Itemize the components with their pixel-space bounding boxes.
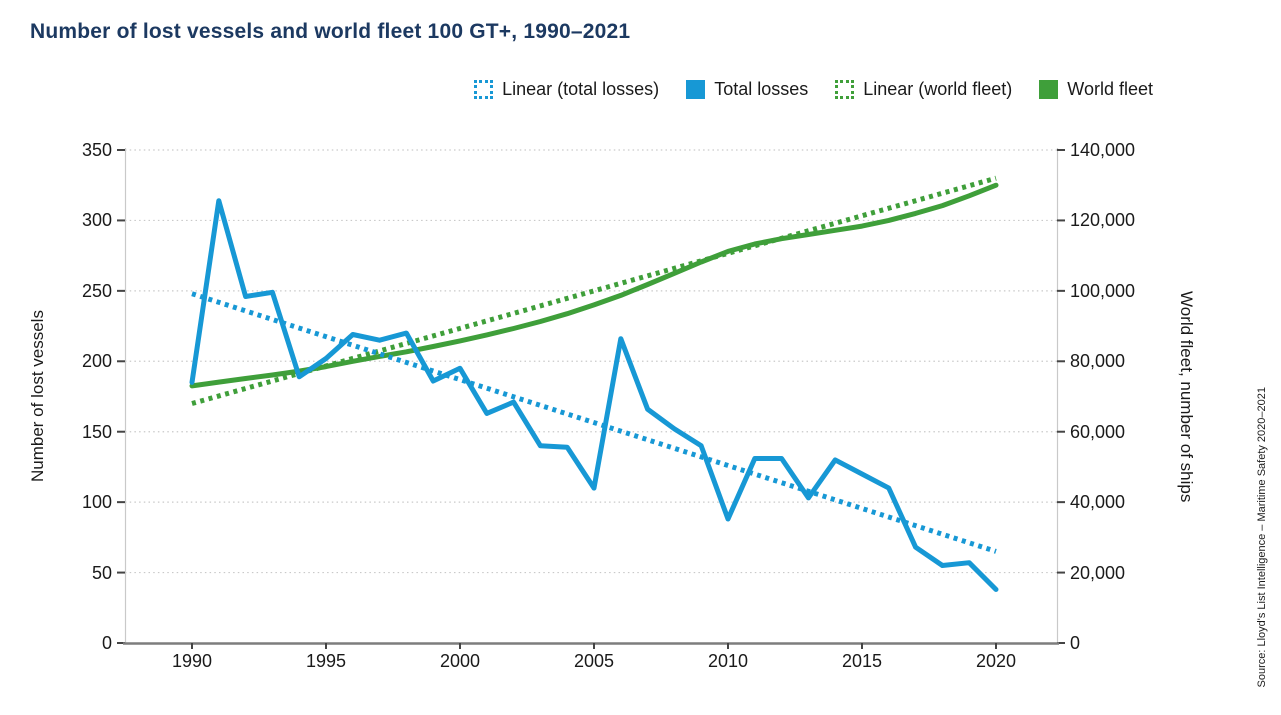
legend-item-total-losses: Total losses bbox=[686, 79, 808, 100]
x-axis-tick-label: 2000 bbox=[439, 651, 481, 671]
right-axis-tick-label: 60,000 bbox=[1070, 421, 1126, 442]
right-axis-tick-label: 120,000 bbox=[1070, 210, 1136, 231]
left-axis-title: Number of lost vessels bbox=[28, 310, 47, 483]
legend: Linear (total losses) Total losses Linea… bbox=[474, 79, 1153, 100]
legend-label: Linear (world fleet) bbox=[863, 79, 1013, 99]
legend-item-linear-total-losses: Linear (total losses) bbox=[474, 79, 659, 100]
series-world-fleet-line bbox=[189, 182, 999, 389]
left-axis-tick-label: 50 bbox=[91, 562, 112, 583]
x-axis-tick-label: 1995 bbox=[305, 651, 347, 671]
x-axis-tick-label: 2020 bbox=[975, 651, 1017, 671]
right-axis-tick-label: 140,000 bbox=[1070, 140, 1136, 160]
right-axis-tick-label: 40,000 bbox=[1070, 492, 1126, 513]
right-axis-tick-label: 0 bbox=[1070, 633, 1081, 653]
legend-swatch-solid-green bbox=[1039, 80, 1059, 99]
left-axis-tick-label: 350 bbox=[81, 140, 112, 160]
right-axis-title: World fleet, number of ships bbox=[1177, 290, 1196, 503]
legend-swatch-dotted-blue bbox=[474, 80, 494, 99]
left-axis-tick-label: 0 bbox=[101, 633, 112, 653]
chart-title: Number of lost vessels and world fleet 1… bbox=[30, 20, 631, 43]
x-axis-tick-label: 2015 bbox=[841, 651, 883, 671]
legend-label: Linear (total losses) bbox=[502, 79, 660, 99]
left-axis-tick-label: 150 bbox=[81, 421, 112, 442]
left-axis-tick-label: 250 bbox=[81, 280, 112, 301]
x-axis-tick-label: 1990 bbox=[171, 651, 213, 671]
legend-item-linear-world-fleet: Linear (world fleet) bbox=[835, 79, 1012, 100]
legend-label: Total losses bbox=[714, 79, 809, 99]
x-axis-tick-label: 2005 bbox=[573, 651, 615, 671]
left-axis-tick-label: 100 bbox=[81, 492, 112, 513]
right-axis-tick-label: 20,000 bbox=[1070, 562, 1126, 583]
series-linear-total-losses--line bbox=[191, 291, 997, 554]
left-axis-tick-label: 300 bbox=[81, 210, 112, 231]
right-axis-tick-label: 80,000 bbox=[1070, 351, 1126, 372]
right-axis-tick-label: 100,000 bbox=[1070, 280, 1136, 301]
legend-label: World fleet bbox=[1067, 79, 1153, 99]
legend-swatch-dotted-green bbox=[835, 80, 855, 99]
series-linear-world-fleet--line bbox=[191, 175, 997, 406]
legend-item-world-fleet: World fleet bbox=[1039, 79, 1153, 100]
series-total-losses-line bbox=[189, 198, 999, 592]
legend-swatch-solid-blue bbox=[686, 80, 706, 99]
left-axis-tick-label: 200 bbox=[81, 351, 112, 372]
x-axis-tick-label: 2010 bbox=[707, 651, 749, 671]
source-note: Source: Lloyd's List Intelligence – Mari… bbox=[1256, 386, 1268, 688]
